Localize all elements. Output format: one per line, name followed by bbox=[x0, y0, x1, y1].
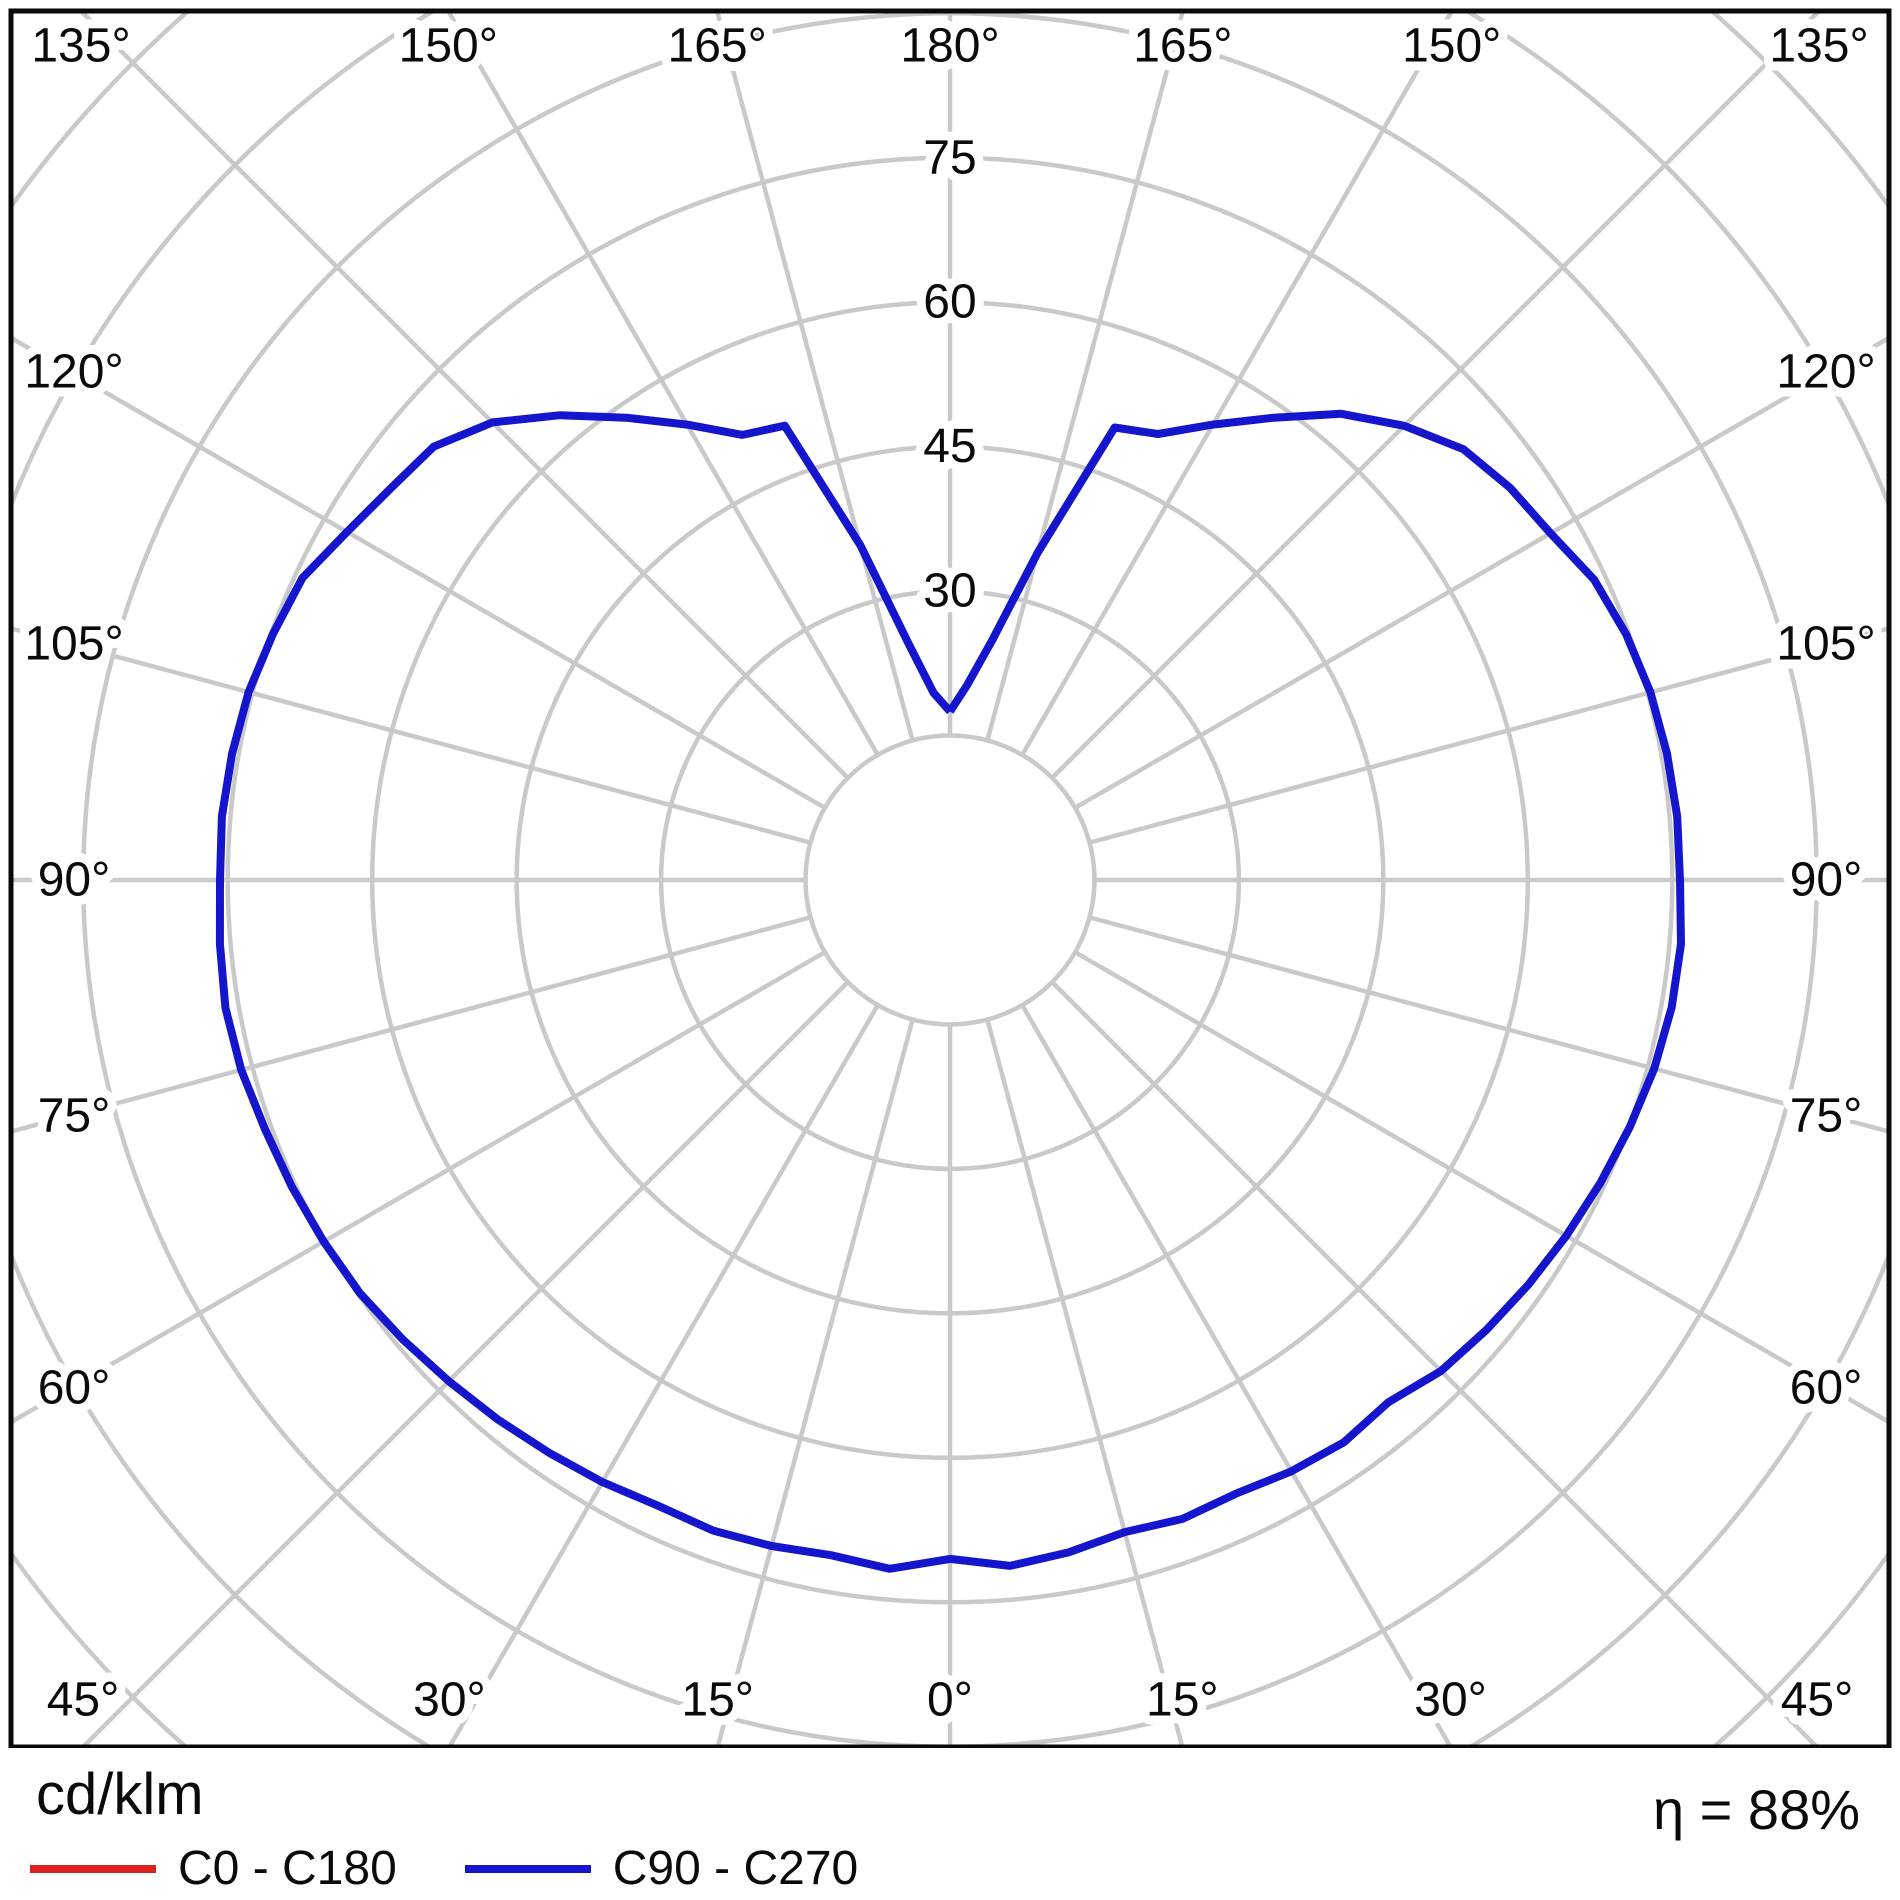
angle-label-165-left: 165° bbox=[668, 20, 767, 73]
grid-spoke-150 bbox=[1020, 11, 1455, 757]
radial-label-60: 60 bbox=[923, 276, 976, 329]
grid-spoke-120 bbox=[1073, 335, 1889, 810]
angle-label-75-right: 75° bbox=[1790, 1089, 1863, 1142]
angle-label-150-left: 150° bbox=[399, 20, 498, 73]
legend-item-c0-c180: C0 - C180 bbox=[30, 1845, 397, 1893]
angle-label-105-right: 105° bbox=[1776, 618, 1875, 671]
grid-spoke-105 bbox=[1088, 626, 1889, 845]
angle-label-120-right: 120° bbox=[1776, 345, 1875, 398]
curve-C90-C270 bbox=[215, 409, 1685, 1573]
grid-spoke-210 bbox=[445, 11, 880, 757]
angle-label-150-right: 150° bbox=[1402, 20, 1501, 73]
angle-label-60-right: 60° bbox=[1790, 1362, 1863, 1415]
legend-label-c90-c270: C90 - C270 bbox=[612, 1842, 859, 1895]
grid-spoke-195 bbox=[714, 11, 915, 742]
grid-spoke-300 bbox=[11, 950, 827, 1425]
angle-label-0-center: 0° bbox=[927, 1674, 973, 1727]
grid-spoke-255 bbox=[11, 626, 812, 845]
angle-label-180-center: 180° bbox=[900, 20, 999, 73]
grid-spoke-60 bbox=[1073, 950, 1889, 1425]
legend-label-c0-c180: C0 - C180 bbox=[178, 1842, 397, 1895]
grid-spoke-240 bbox=[11, 335, 827, 810]
grid-spoke-345 bbox=[715, 1018, 915, 1747]
grid-spoke-135 bbox=[1050, 11, 1823, 780]
grid-spoke-15 bbox=[985, 1018, 1185, 1747]
grid-spoke-30 bbox=[1020, 1003, 1454, 1747]
grid-spoke-315 bbox=[79, 980, 850, 1747]
angle-label-120-left: 120° bbox=[24, 345, 123, 398]
angle-label-30-right: 30° bbox=[1414, 1674, 1487, 1727]
angle-label-45-left: 45° bbox=[47, 1674, 120, 1727]
radial-label-30: 30 bbox=[923, 565, 976, 618]
legend-item-c90-c270: C90 - C270 bbox=[464, 1842, 859, 1895]
angle-label-15-left: 15° bbox=[681, 1674, 754, 1727]
efficiency-label: η = 88% bbox=[1652, 1778, 1860, 1841]
unit-label: cd/klm bbox=[36, 1762, 204, 1827]
angle-label-60-left: 60° bbox=[38, 1362, 111, 1415]
grid-spoke-225 bbox=[77, 11, 850, 780]
grid-spoke-165 bbox=[985, 11, 1186, 742]
angle-label-30-left: 30° bbox=[413, 1674, 486, 1727]
legend-line-blue bbox=[464, 1865, 591, 1873]
grid-spoke-330 bbox=[446, 1003, 880, 1747]
plot-border bbox=[8, 8, 1892, 1750]
radial-label-45: 45 bbox=[923, 420, 976, 473]
grid-spoke-285 bbox=[11, 915, 812, 1134]
angle-label-135-right: 135° bbox=[1769, 20, 1868, 73]
legend: C0 - C180 C90 - C270 bbox=[30, 1844, 858, 1894]
angle-label-45-right: 45° bbox=[1781, 1674, 1854, 1727]
angle-label-90-left: 90° bbox=[38, 854, 111, 907]
grid-spoke-45 bbox=[1050, 980, 1821, 1747]
angle-label-15-right: 15° bbox=[1146, 1674, 1219, 1727]
grid-spoke-75 bbox=[1088, 915, 1889, 1134]
angle-label-165-right: 165° bbox=[1133, 20, 1232, 73]
angle-label-105-left: 105° bbox=[24, 618, 123, 671]
grid-ring-15 bbox=[803, 733, 1097, 1027]
angle-label-135-left: 135° bbox=[31, 20, 130, 73]
angle-label-75-left: 75° bbox=[38, 1089, 111, 1142]
radial-label-75: 75 bbox=[923, 131, 976, 184]
chart-footer: cd/klm η = 88% C0 - C180 C90 - C270 bbox=[0, 1748, 1900, 1900]
angle-label-90-right: 90° bbox=[1790, 854, 1863, 907]
legend-line-red bbox=[30, 1865, 156, 1873]
